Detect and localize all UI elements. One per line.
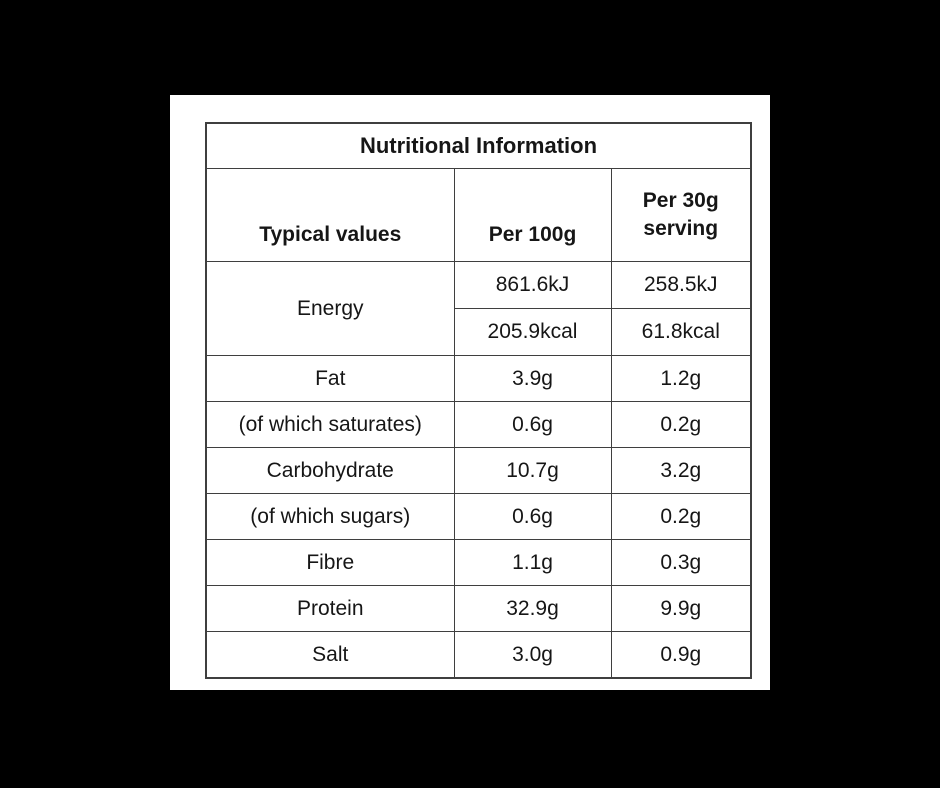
energy-kcal-per30g-cell: 61.8kcal	[610, 308, 752, 356]
per30g-value-cell: 0.2g	[610, 493, 752, 540]
row-protein: Protein 32.9g 9.9g	[205, 585, 752, 632]
nutrient-label-cell: Protein	[205, 585, 455, 632]
row-energy-kcal: 205.9kcal 61.8kcal	[206, 308, 752, 356]
row-fibre: Fibre 1.1g 0.3g	[205, 539, 752, 586]
header-row: Typical values Per 100g Per 30g serving	[205, 168, 752, 262]
per30g-value-cell: 3.2g	[610, 447, 752, 494]
header-per-100g: Per 100g	[453, 168, 612, 262]
energy-kj-per30g-cell: 258.5kJ	[610, 261, 752, 309]
per30g-value-cell: 1.2g	[610, 355, 752, 402]
per30g-value-cell: 0.2g	[610, 401, 752, 448]
row-energy-kj: Energy 861.6kJ 258.5kJ	[205, 261, 752, 356]
nutrient-label-cell: (of which sugars)	[205, 493, 455, 540]
row-of-which-saturates: (of which saturates) 0.6g 0.2g	[205, 401, 752, 448]
nutrient-label-cell: Carbohydrate	[205, 447, 455, 494]
per100g-value-cell: 3.9g	[453, 355, 612, 402]
per30g-value-cell: 9.9g	[610, 585, 752, 632]
per100g-value-cell: 3.0g	[453, 631, 612, 679]
nutrient-label-cell: Fat	[205, 355, 455, 402]
per100g-value-cell: 0.6g	[453, 401, 612, 448]
table-title: Nutritional Information	[205, 122, 752, 169]
header-per-30g-serving: Per 30g serving	[610, 168, 752, 262]
row-salt: Salt 3.0g 0.9g	[205, 631, 752, 679]
header-typical-values: Typical values	[205, 168, 455, 262]
per100g-value-cell: 1.1g	[453, 539, 612, 586]
energy-label-cell: Energy	[205, 261, 455, 356]
per30g-value-cell: 0.3g	[610, 539, 752, 586]
nutrition-table: Nutritional Information Typical values P…	[205, 122, 752, 679]
row-fat: Fat 3.9g 1.2g	[205, 355, 752, 402]
nutrient-label-cell: (of which saturates)	[205, 401, 455, 448]
energy-kj-per100g-cell: 861.6kJ	[453, 261, 612, 309]
per100g-value-cell: 10.7g	[453, 447, 612, 494]
row-carbohydrate: Carbohydrate 10.7g 3.2g	[205, 447, 752, 494]
nutrient-label-cell: Salt	[205, 631, 455, 679]
per30g-value-cell: 0.9g	[610, 631, 752, 679]
energy-kcal-per100g-cell: 205.9kcal	[453, 308, 612, 356]
label-panel: Nutritional Information Typical values P…	[170, 95, 770, 690]
row-of-which-sugars: (of which sugars) 0.6g 0.2g	[205, 493, 752, 540]
nutrient-label-cell: Fibre	[205, 539, 455, 586]
per100g-value-cell: 32.9g	[453, 585, 612, 632]
per100g-value-cell: 0.6g	[453, 493, 612, 540]
title-row: Nutritional Information	[205, 122, 752, 169]
